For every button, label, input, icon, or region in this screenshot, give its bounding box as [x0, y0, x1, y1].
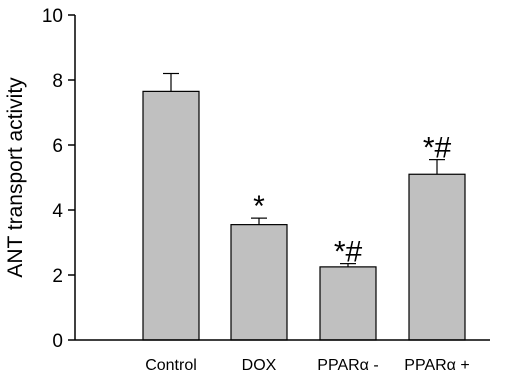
y-ticks: 0 2 4 6 8 10: [42, 6, 75, 352]
error-bars-layer: [163, 72, 445, 267]
y-tick-label: 0: [52, 331, 63, 352]
y-tick-label: 10: [42, 6, 63, 27]
x-tick-label: PPARα +: [404, 357, 469, 374]
y-tick-label: 6: [52, 136, 63, 157]
axes: [74, 15, 490, 341]
y-axis-label: ANT transport activity: [4, 77, 27, 278]
bars-layer: [142, 90, 466, 341]
x-tick-label: DOX: [242, 357, 277, 374]
bar: [142, 90, 200, 341]
x-tick-labels: Control DOX PPARα - PPARα +: [145, 357, 470, 374]
x-tick-label: Control: [145, 357, 197, 374]
significance-label: *#: [334, 236, 363, 269]
bar: [230, 224, 288, 341]
y-tick-label: 2: [52, 266, 63, 287]
bar: [408, 173, 466, 341]
y-tick-label: 8: [52, 71, 63, 92]
y-tick-label: 4: [52, 201, 63, 222]
x-tick-label: PPARα -: [317, 357, 378, 374]
significance-annotations: * *# *#: [253, 132, 451, 269]
bar: [319, 266, 377, 341]
significance-label: *: [253, 190, 265, 223]
significance-label: *#: [423, 132, 452, 165]
